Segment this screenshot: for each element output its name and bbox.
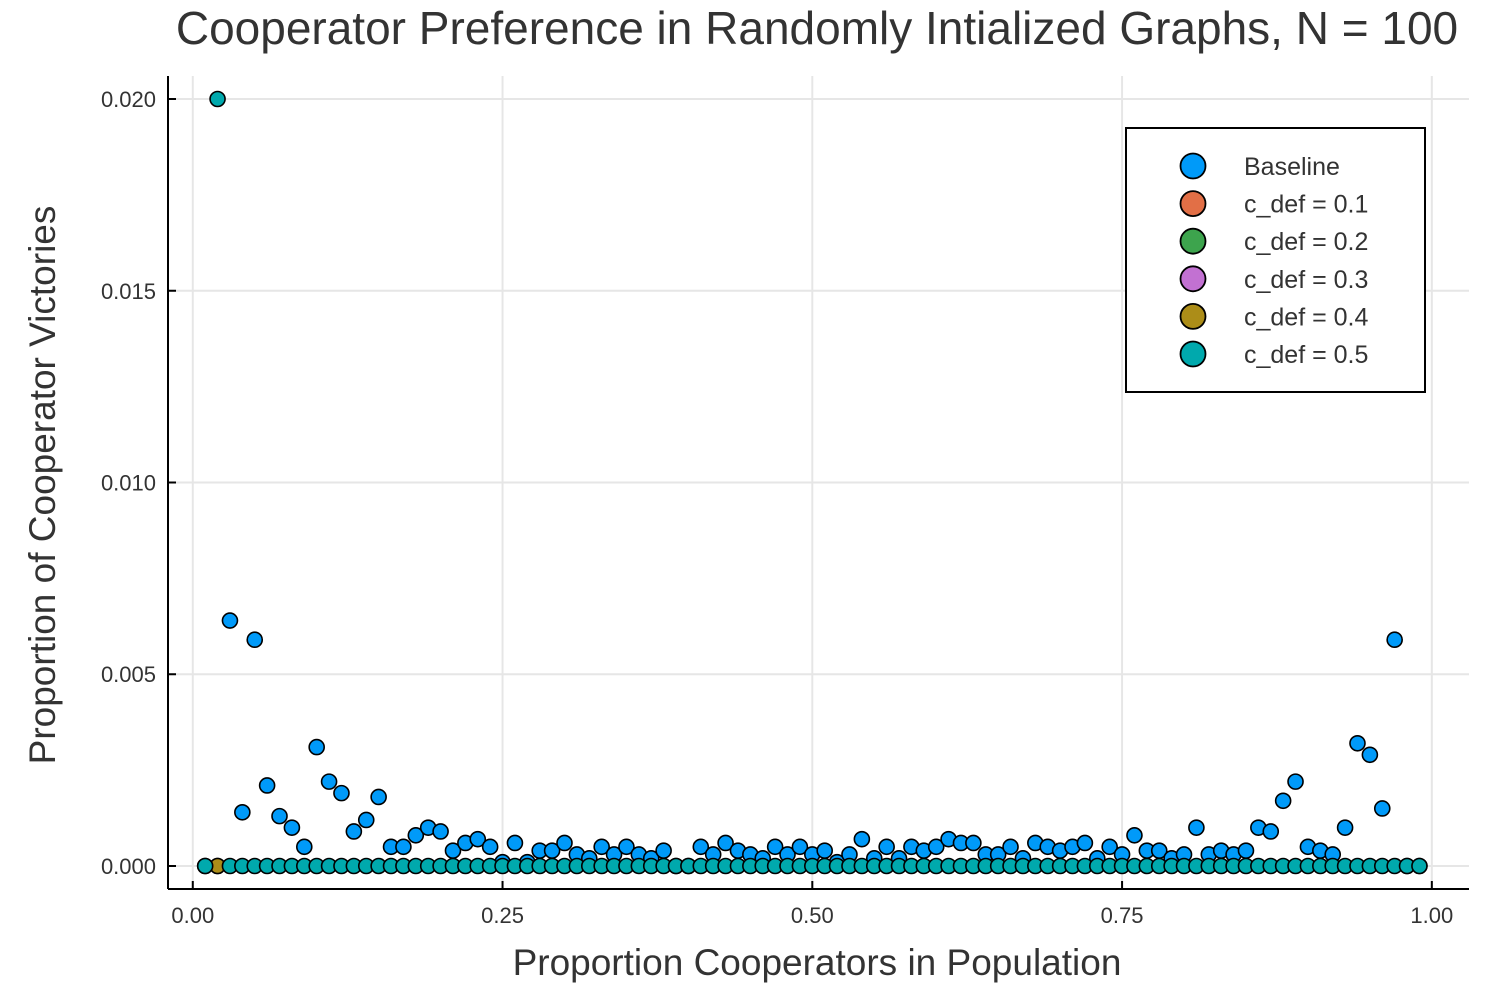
data-point	[1411, 857, 1428, 875]
data-point	[853, 830, 871, 848]
data-points	[196, 90, 1428, 875]
legend-item: c_def = 0.4	[1179, 302, 1368, 331]
data-point	[407, 827, 425, 844]
data-point	[655, 842, 672, 859]
data-point	[395, 838, 412, 856]
data-point	[1076, 834, 1094, 852]
legend-label: Baseline	[1244, 153, 1340, 181]
legend-label: c_def = 0.5	[1244, 341, 1368, 369]
data-point	[345, 823, 363, 840]
legend-marker	[1179, 302, 1207, 330]
legend-marker	[1179, 152, 1207, 180]
x-tick-label: 0.25	[481, 903, 524, 928]
legend-marker	[1179, 190, 1207, 218]
legend-item: c_def = 0.5	[1179, 340, 1368, 369]
x-axis-label: Proportion Cooperators in Population	[513, 942, 1122, 983]
x-tick-label: 0.00	[171, 903, 214, 928]
data-point	[1361, 746, 1379, 764]
data-point	[816, 842, 833, 859]
y-tick-label: 0.020	[101, 87, 156, 112]
data-point	[234, 804, 251, 821]
legend-marker	[1179, 340, 1207, 368]
chart-title: Cooperator Preference in Randomly Intial…	[176, 2, 1458, 54]
data-point	[1101, 838, 1118, 856]
data-point	[556, 834, 573, 852]
axes	[167, 76, 1469, 890]
data-point	[221, 612, 239, 629]
series-6	[196, 90, 1428, 875]
data-point	[258, 777, 276, 794]
data-point	[965, 834, 982, 852]
data-point	[1262, 823, 1280, 840]
x-tick-label: 0.50	[791, 903, 834, 928]
data-point	[1336, 819, 1354, 836]
data-point	[766, 838, 784, 856]
data-point	[618, 838, 635, 856]
data-point	[370, 788, 387, 806]
data-point	[1386, 631, 1403, 649]
data-point	[506, 834, 524, 852]
data-point	[469, 830, 487, 848]
legend-marker	[1179, 265, 1207, 293]
data-point	[481, 838, 499, 856]
legend-item: Baseline	[1179, 152, 1340, 181]
data-point	[1287, 773, 1304, 790]
data-point	[1274, 792, 1292, 810]
data-point	[593, 838, 610, 856]
data-point	[1237, 842, 1255, 859]
data-point	[320, 773, 338, 790]
data-point	[927, 838, 945, 856]
data-point	[1349, 734, 1366, 752]
data-point	[209, 90, 226, 108]
x-tick-labels: 0.00 0.25 0.50 0.75 1.00	[171, 903, 1453, 928]
legend-label: c_def = 0.4	[1244, 303, 1368, 331]
data-point	[717, 834, 734, 852]
y-tick-label: 0.000	[101, 854, 156, 879]
data-point	[246, 631, 264, 649]
legend-box	[1125, 127, 1426, 393]
data-point	[271, 807, 288, 825]
data-point	[283, 819, 301, 836]
data-point	[432, 823, 449, 840]
data-point	[1373, 800, 1391, 817]
data-point	[791, 838, 809, 856]
data-point	[1002, 838, 1019, 856]
data-point	[692, 838, 710, 856]
legend-label: c_def = 0.3	[1244, 266, 1368, 294]
y-tick-label: 0.005	[101, 662, 156, 687]
data-point	[1188, 819, 1205, 836]
y-tick-label: 0.015	[101, 279, 156, 304]
data-point	[295, 838, 313, 856]
y-tick-labels: 0.000 0.005 0.010 0.015 0.020	[101, 87, 156, 879]
data-point	[333, 784, 350, 802]
legend-item: c_def = 0.3	[1179, 265, 1368, 294]
legend-marker	[1179, 227, 1207, 255]
legend-entries: Baseline c_def = 0.1 c_def = 0.2 c_def = 0.…	[1179, 152, 1368, 369]
x-tick-label: 0.75	[1101, 903, 1144, 928]
legend: Baseline c_def = 0.1 c_def = 0.2 c_def = 0.…	[1125, 127, 1426, 393]
y-axis-label: Proportion of Cooperator Victories	[22, 206, 63, 765]
legend-label: c_def = 0.1	[1244, 191, 1368, 219]
legend-label: c_def = 0.2	[1244, 228, 1368, 256]
data-point	[357, 811, 375, 829]
legend-item: c_def = 0.2	[1179, 227, 1368, 256]
data-point	[878, 838, 895, 856]
data-point	[196, 857, 214, 875]
x-tick-label: 1.00	[1410, 903, 1453, 928]
y-tick-label: 0.010	[101, 471, 156, 496]
legend-item: c_def = 0.1	[1179, 190, 1368, 219]
data-point	[1126, 827, 1143, 844]
data-point	[308, 738, 325, 756]
